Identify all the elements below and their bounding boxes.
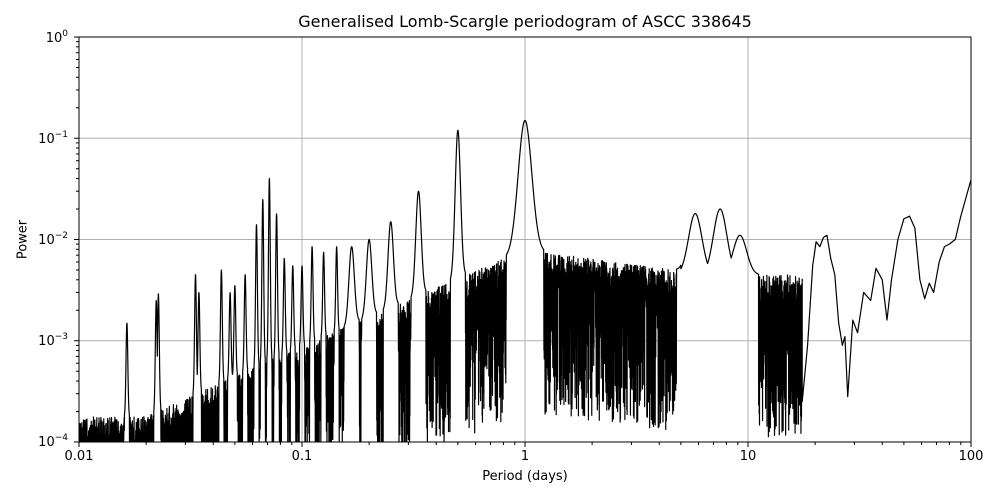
y-tick-label: 10−2 [38, 231, 68, 248]
y-tick-label: 10−3 [38, 332, 68, 349]
x-axis-label: Period (days) [482, 469, 568, 484]
grid-lines [79, 37, 971, 442]
x-tick-label: 1 [520, 449, 530, 464]
x-tick-label: 10 [739, 449, 757, 464]
y-tick-label: 10−1 [38, 130, 68, 147]
chart-title: Generalised Lomb-Scargle periodogram of … [298, 12, 752, 31]
axis-ticks [74, 36, 972, 447]
x-tick-label: 100 [958, 449, 984, 464]
x-tick-label: 0.1 [291, 449, 313, 464]
power-curve [79, 119, 971, 442]
y-tick-label: 10−4 [38, 433, 68, 450]
y-tick-label: 100 [45, 29, 68, 46]
x-tick-label: 0.01 [64, 449, 94, 464]
